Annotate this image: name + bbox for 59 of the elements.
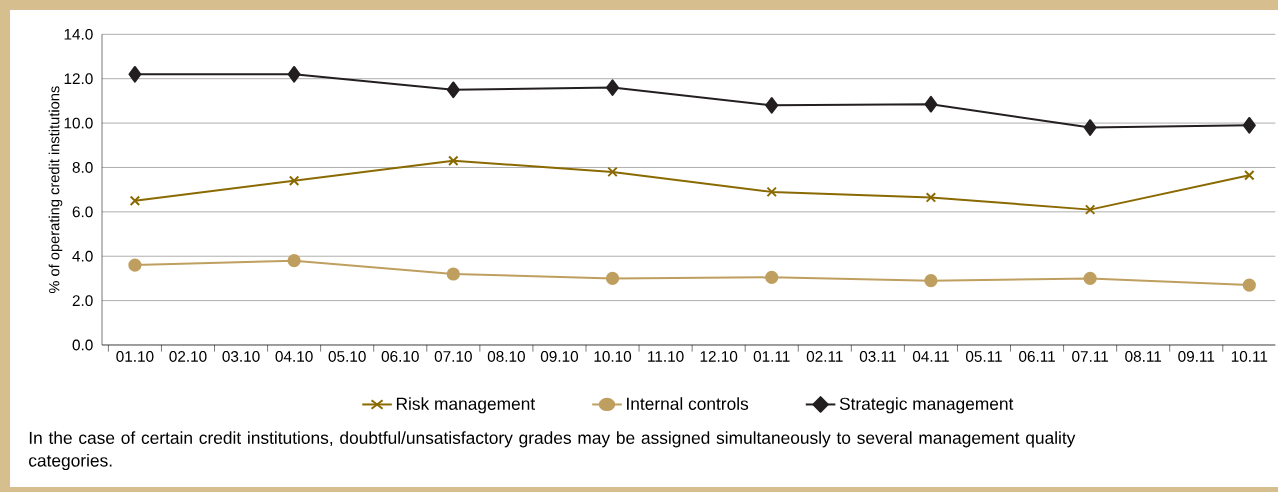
legend-label: Strategic management [839,397,1014,414]
x-tick-label: 10.11 [1231,351,1268,362]
y-tick-label: 8.0 [72,162,93,173]
point [1083,271,1097,286]
point [924,95,938,113]
point [925,192,937,203]
point [606,79,620,96]
x-tick-label: 02.11 [806,351,843,362]
x-tick-label: 06.10 [381,351,419,362]
point [446,81,460,99]
point [765,97,779,114]
point [128,258,142,272]
x-tick-label: 03.10 [222,351,260,362]
y-tick-label: 14.0 [64,28,93,40]
x-tick-label: 05.10 [328,351,366,362]
x-tick-label: 05.11 [965,351,1002,362]
x-tick-label: 07.10 [434,351,472,362]
point [448,155,459,167]
x-tick-label: 04.11 [912,351,949,362]
point [287,254,301,268]
point [605,271,620,286]
x-tick-label: 09.11 [1178,351,1215,362]
point [765,270,779,284]
x-tick-label: 01.11 [753,351,790,362]
point [1084,204,1096,215]
point [1244,169,1255,181]
y-tick-label: 2.0 [72,295,93,307]
point [607,166,618,178]
point [129,195,141,206]
y-axis-title: % of operating credit institutions [48,86,63,294]
y-tick-label: 0.0 [72,339,93,351]
y-tick-label: 4.0 [72,250,93,262]
point [924,274,938,288]
x-tick-label: 02.10 [169,351,207,362]
y-tick-label: 10.0 [64,117,93,129]
point [1083,119,1097,136]
legend-label: Internal controls [627,397,749,410]
x-tick-label: 09.10 [540,351,579,362]
x-tick-label: 11.10 [648,351,684,362]
x-tick-label: 03.11 [859,351,896,362]
x-tick-label: 07.11 [1072,351,1108,362]
x-tick-label: 08.10 [487,351,525,362]
x-tick-label: 01.10 [116,351,154,362]
legend-label: Risk management [396,397,536,414]
point [287,65,301,83]
x-tick-label: 10.10 [594,351,632,362]
text: In the case of certain credit institutions, doubtful/unsatisfactory grades may be assigned simultaneously to several management quality categories. [29,431,1076,471]
y-tick-label: 12.0 [64,73,93,85]
y-tick-label: 6.0 [72,206,93,218]
point [446,267,460,281]
point [1242,278,1256,292]
x-tick-label: 08.11 [1125,351,1162,362]
x-tick-label: 04.10 [275,351,313,362]
x-tick-label: 12.10 [700,351,738,362]
point [1242,116,1256,134]
x-tick-label: 06.11 [1019,351,1055,362]
point [128,65,142,83]
point [766,186,777,198]
point [288,175,300,187]
